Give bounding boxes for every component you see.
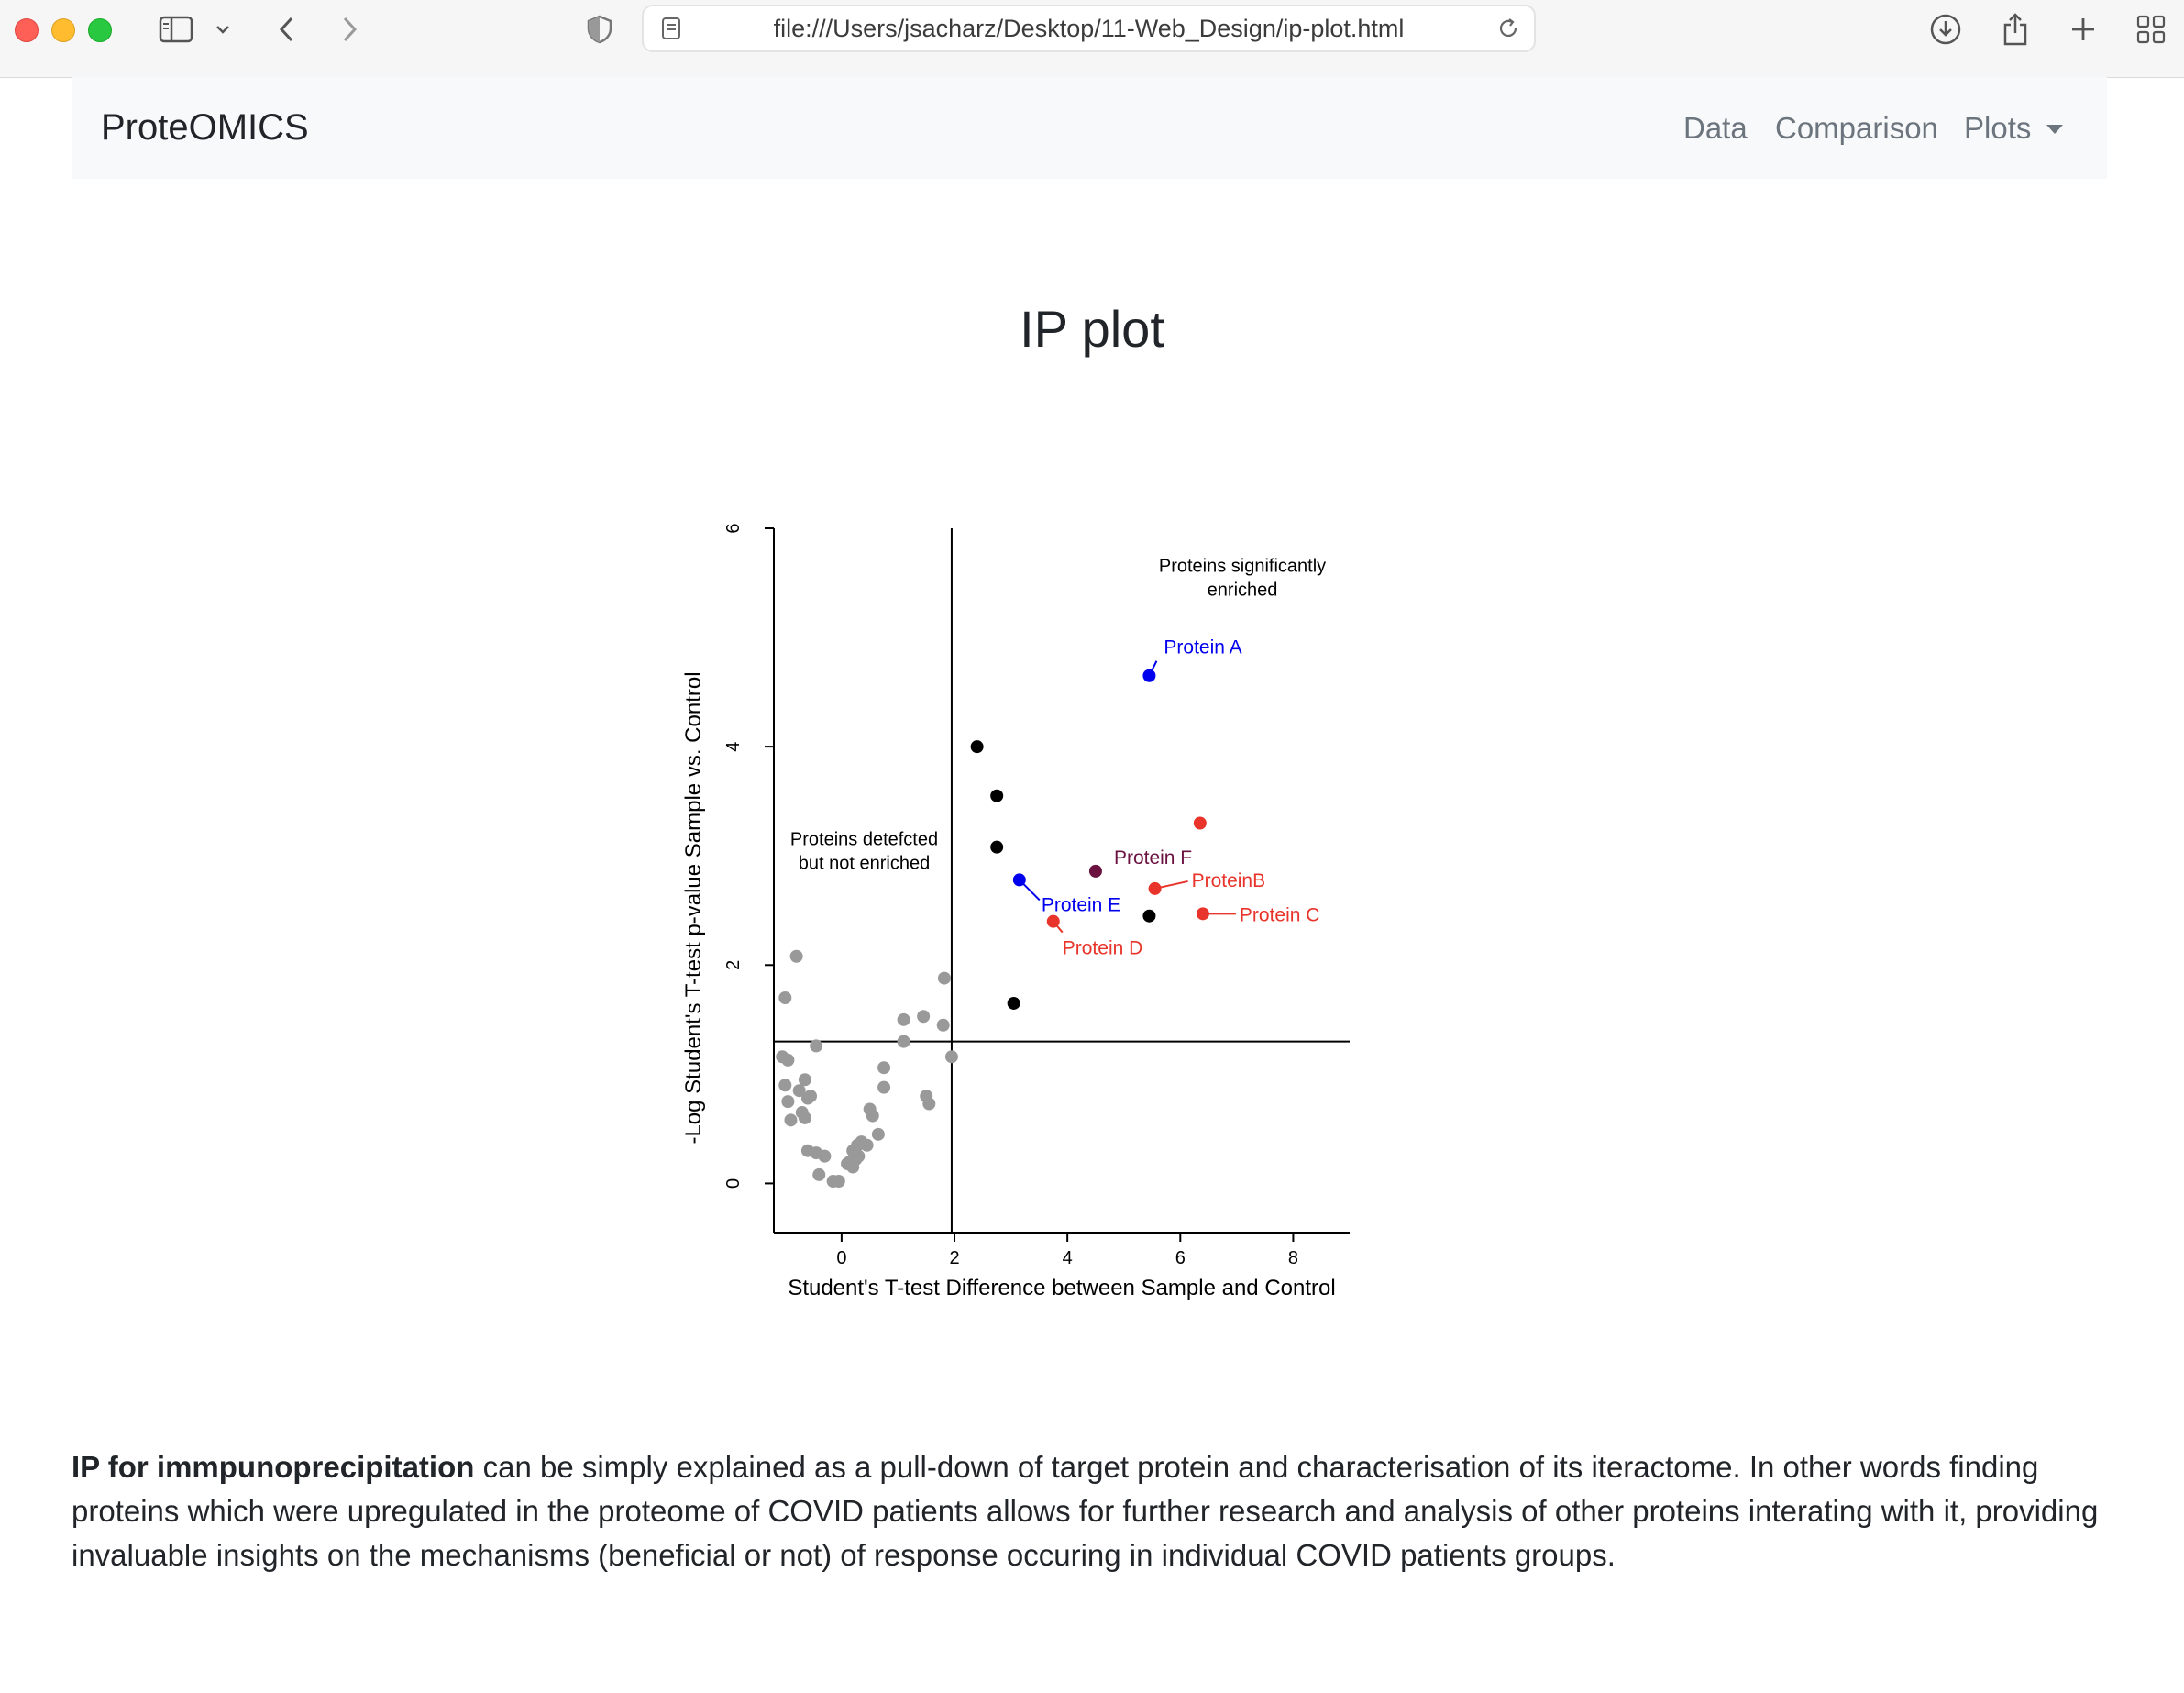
ip-scatter-plot: 0 2 4 6 8 0 2 4 6 Student's T-test Difference bet…	[681, 523, 1350, 1300]
y-tick-label: 6	[723, 523, 744, 533]
labeled-protein-point	[1193, 816, 1207, 830]
not_enriched-point	[818, 1149, 832, 1163]
brand-link[interactable]: ProteOMICS	[101, 107, 309, 148]
protein-label: Protein C	[1240, 904, 1320, 925]
enriched-point	[1007, 996, 1020, 1010]
enriched-point	[990, 840, 1004, 854]
labeled-protein-point	[1196, 907, 1209, 921]
not_enriched-point	[792, 1084, 806, 1098]
x-axis-label: Student's T-test Difference between Samp…	[788, 1276, 1335, 1300]
labeled-protein-point	[1046, 914, 1060, 928]
enriched-point	[1142, 909, 1156, 923]
not_enriched-point	[810, 1039, 823, 1053]
y-tick-label: 0	[723, 1178, 744, 1189]
nav-link-comparison[interactable]: Comparison	[1775, 111, 1938, 145]
not_enriched-point	[937, 971, 951, 985]
not_enriched-point	[852, 1149, 866, 1163]
description-text: can be simply explained as a pull-down o…	[72, 1450, 2099, 1572]
not_enriched-point	[778, 1079, 792, 1092]
not_enriched-point	[781, 1095, 795, 1109]
page-title: IP plot	[1020, 299, 1164, 358]
not_enriched-point	[778, 991, 792, 1004]
not_enriched-point	[866, 1109, 879, 1123]
close-window-button[interactable]	[15, 18, 39, 42]
description-bold: IP for immpunoprecipitation	[72, 1450, 475, 1484]
x-tick-label: 2	[949, 1248, 959, 1268]
url-text[interactable]: file:///Users/jsacharz/Desktop/11-Web_De…	[773, 15, 1405, 42]
nav-link-plots[interactable]: Plots	[1964, 111, 2032, 145]
address-bar[interactable]: file:///Users/jsacharz/Desktop/11-Web_De…	[642, 5, 1536, 52]
page-icon	[653, 10, 689, 47]
minimize-window-button[interactable]	[51, 18, 75, 42]
not_enriched-point	[877, 1080, 891, 1094]
x-tick-label: 0	[836, 1248, 846, 1268]
forward-icon[interactable]	[334, 11, 365, 48]
not_enriched-point	[798, 1073, 811, 1087]
protein-label: Protein E	[1042, 894, 1120, 915]
tab-overview-icon[interactable]	[2133, 11, 2169, 48]
x-tick-label: 8	[1288, 1248, 1298, 1268]
description-paragraph: IP for immpunoprecipitation can be simpl…	[72, 1445, 2116, 1577]
downloads-icon[interactable]	[1927, 11, 1964, 48]
reload-icon[interactable]	[1492, 10, 1525, 47]
navbar: ProteOMICS Data Comparison Plots	[72, 77, 2107, 179]
not_enriched-point	[784, 1113, 798, 1127]
not_enriched-point	[897, 1012, 910, 1026]
not_enriched-point	[781, 1053, 795, 1067]
not_enriched-point	[877, 1061, 891, 1075]
back-icon[interactable]	[271, 11, 303, 48]
share-icon[interactable]	[1997, 11, 2034, 48]
new-tab-icon[interactable]	[2065, 11, 2101, 48]
not_enriched-point	[871, 1127, 885, 1141]
labeled-protein-point	[1148, 881, 1162, 895]
zoom-window-button[interactable]	[88, 18, 112, 42]
y-tick-label: 2	[723, 960, 744, 970]
not_enriched-point	[922, 1097, 936, 1111]
y-axis-label: -Log Student's T-test p-value Sample vs.…	[681, 671, 706, 1144]
browser-toolbar: file:///Users/jsacharz/Desktop/11-Web_De…	[0, 0, 2184, 78]
not_enriched-point	[860, 1138, 874, 1152]
enriched-point	[970, 740, 984, 754]
privacy-shield-icon[interactable]	[583, 11, 616, 48]
annotation-label: Proteins detefcted but not enriched	[790, 829, 938, 873]
not_enriched-point	[798, 1111, 811, 1124]
not_enriched-point	[944, 1050, 958, 1064]
protein-label: Protein D	[1063, 938, 1143, 959]
enriched-point	[990, 789, 1004, 802]
sidebar-toggle-icon[interactable]	[156, 11, 196, 48]
not_enriched-point	[897, 1035, 910, 1048]
not_enriched-point	[846, 1160, 860, 1174]
y-tick-label: 4	[723, 742, 744, 752]
not_enriched-point	[812, 1167, 826, 1181]
not_enriched-point	[789, 949, 803, 963]
plots-dropdown-caret-icon[interactable]	[2046, 125, 2063, 134]
annotation-label: Proteins significantly enriched	[1159, 557, 1326, 601]
nav-link-data[interactable]: Data	[1683, 111, 1748, 145]
x-tick-label: 6	[1175, 1248, 1186, 1268]
chevron-down-icon[interactable]	[211, 11, 235, 48]
labeled-protein-point	[1012, 873, 1026, 887]
not_enriched-point	[832, 1175, 845, 1189]
protein-label: ProteinB	[1192, 870, 1266, 891]
protein-label: Protein A	[1164, 637, 1241, 658]
not_enriched-point	[804, 1090, 818, 1103]
not_enriched-point	[936, 1018, 950, 1032]
labeled-protein-point	[1142, 669, 1156, 682]
x-tick-label: 4	[1063, 1248, 1073, 1268]
labeled-protein-point	[1088, 864, 1102, 878]
protein-label: Protein F	[1114, 847, 1192, 869]
not_enriched-point	[917, 1010, 931, 1024]
